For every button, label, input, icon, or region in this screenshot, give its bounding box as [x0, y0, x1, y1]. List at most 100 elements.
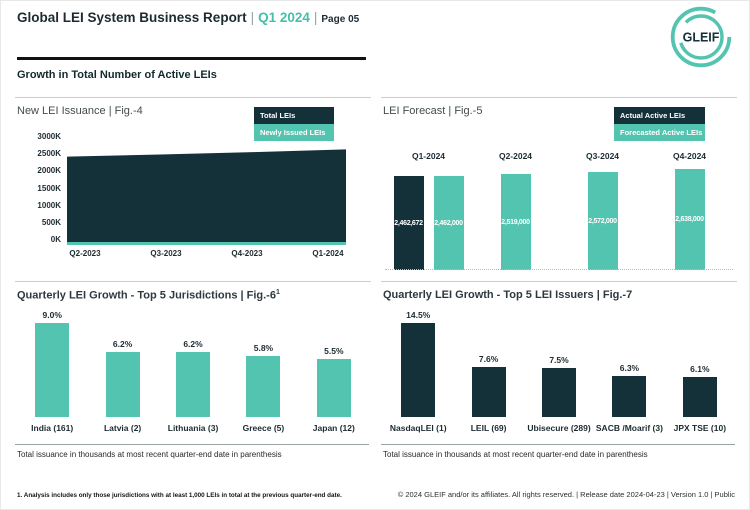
bar-group-label: Q3-2024 [585, 151, 620, 161]
bar-value-label: 9.0% [42, 310, 62, 320]
bar-value-label: 2,572,000 [588, 217, 617, 225]
separator: | [250, 10, 255, 25]
bar-cell: 7.6% LEIL (69) [453, 310, 523, 435]
bar [105, 352, 140, 417]
bar-cell: 6.2% Latvia (2) [87, 310, 157, 435]
bar-row: 2,462,672 2,462,000 [393, 169, 464, 270]
bar-value-label: 6.3% [619, 363, 640, 373]
bar-cell: 9.0% India (161) [17, 310, 87, 435]
bar-actual: 2,462,672 [393, 176, 424, 270]
bar-category-label: JPX TSE (10) [673, 423, 727, 433]
panel-title-text: Quarterly LEI Growth - Top 5 Jurisdictio… [17, 289, 276, 302]
bar-cell: 7.5% Ubisecure (289) [524, 310, 594, 435]
bar-value-label: 5.8% [253, 343, 274, 353]
bar-row: 2,519,000 [500, 169, 531, 270]
chart-legend: Actual Active LEIs Forecasted Active LEIs [614, 107, 705, 141]
bar-value-label: 2,462,672 [394, 219, 423, 227]
bar [542, 368, 577, 417]
y-axis-tick-label: 2500K [37, 149, 61, 159]
page-number: Page 05 [321, 14, 360, 25]
chart-baseline [385, 269, 733, 270]
bar-row: 2,572,000 [587, 169, 618, 270]
chart-note: Total issuance in thousands at most rece… [17, 450, 282, 459]
bar-category-label: India (161) [31, 423, 74, 434]
bar-value-label: 6.2% [183, 339, 203, 349]
bar-group: Q1-2024 2,462,672 2,462,000 [385, 151, 472, 270]
report-period: Q1 2024 [258, 10, 310, 25]
bar-category-label: Greece (5) [242, 423, 285, 433]
bar-category-label: Latvia (2) [103, 423, 142, 433]
area-chart [67, 149, 346, 245]
y-axis-tick-label: 2000K [37, 166, 61, 176]
legend-item: Newly Issued LEIs [254, 124, 334, 141]
bar [612, 376, 647, 417]
legend-item: Total LEIs [254, 107, 334, 124]
bar-group-label: Q2-2024 [498, 151, 533, 161]
bar-forecast: 2,462,000 [433, 176, 464, 270]
panel-new-lei-issuance: New LEI Issuance | Fig.-4 Total LEIs Newl… [15, 97, 371, 270]
panel-top5-lei-issuers: Quarterly LEI Growth - Top 5 LEI Issuers… [381, 281, 737, 464]
y-axis-tick-label: 0K [50, 235, 61, 244]
bar-value-label: 2,519,000 [501, 218, 530, 226]
bar-value-label: 6.1% [690, 364, 710, 374]
bar-groups: Q1-2024 2,462,672 2,462,000 Q2-2024 2,519,00… [385, 151, 733, 270]
bar-category-label: Japan (12) [312, 423, 355, 433]
panel-lei-forecast: LEI Forecast | Fig.-5 Actual Active LEIs… [381, 97, 737, 270]
bar-category-label: LEIL (69) [470, 423, 507, 433]
panel-top5-jurisdictions: Quarterly LEI Growth - Top 5 Jurisdictio… [15, 281, 371, 464]
panel-title: New LEI Issuance | Fig.-4 [17, 105, 143, 117]
bar-cell: 14.5% NasdaqLEI (1) [383, 310, 453, 435]
bar-cell: 6.2% Lithuania (3) [158, 310, 228, 435]
bar-cell: 5.8% Greece (5) [228, 310, 298, 435]
report-header: Global LEI System Business Report | Q1 202… [17, 10, 359, 25]
bar-value-label: 6.2% [112, 339, 133, 349]
bar-category-label: Lithuania (3) [167, 423, 219, 433]
bar-value-label: 2,462,000 [434, 219, 463, 227]
panel-title: Quarterly LEI Growth - Top 5 LEI Issuers… [383, 289, 633, 301]
bar [682, 377, 717, 417]
bar-category-label: SACB /Moarif (3) [595, 423, 663, 433]
x-axis-label: Q3-2023 [150, 249, 182, 258]
report-title: Global LEI System Business Report [17, 10, 247, 25]
bar-row: 2,638,000 [674, 169, 705, 270]
bar-cell: 6.3% SACB /Moarif (3) [594, 310, 664, 435]
logo-text: GLEIF [683, 31, 720, 45]
area-newly-issued-leis [67, 242, 346, 245]
footnote-marker: 1 [275, 289, 280, 296]
panel-title: Quarterly LEI Growth - Top 5 Jurisdictio… [17, 289, 280, 302]
bar-value-label: 7.6% [478, 354, 499, 364]
bar [316, 359, 351, 417]
y-axis-tick-label: 3000K [37, 132, 61, 141]
bar [176, 352, 211, 417]
section-title: Growth in Total Number of Active LEIs [17, 69, 217, 81]
chart-legend: Total LEIs Newly Issued LEIs [254, 107, 334, 141]
bar-group: Q3-2024 2,572,000 [559, 151, 646, 270]
bar-chart: 14.5% NasdaqLEI (1) 7.6% LEIL (69) 7.5% Ubise… [383, 310, 735, 435]
chart-note: Total issuance in thousands at most rece… [383, 450, 648, 459]
header-rule [17, 57, 366, 60]
separator: | [313, 10, 318, 25]
legend-item: Actual Active LEIs [614, 107, 705, 124]
footnote: 1. Analysis includes only those jurisdic… [17, 492, 342, 499]
bar [35, 323, 70, 418]
x-axis-label: Q4-2023 [231, 249, 263, 258]
gleif-logo: GLEIF [670, 6, 732, 68]
bar-forecast: 2,638,000 [674, 169, 705, 270]
bar-cell: 5.5% Japan (12) [299, 310, 369, 435]
bar-group: Q2-2024 2,519,000 [472, 151, 559, 270]
bar [471, 367, 506, 417]
bar [246, 356, 281, 417]
bar-forecast: 2,519,000 [500, 174, 531, 270]
bar-category-label: NasdaqLEI (1) [389, 423, 447, 434]
bar-forecast: 2,572,000 [587, 172, 618, 270]
bar-group: Q4-2024 2,638,000 [646, 151, 733, 270]
bar-value-label: 2,638,000 [675, 216, 704, 223]
area-total-leis [67, 149, 346, 242]
note-divider [381, 444, 735, 445]
bar-category-label: Ubisecure (289) [527, 423, 591, 433]
bar [401, 323, 436, 418]
panel-title: LEI Forecast | Fig.-5 [383, 105, 483, 117]
bar-group-label: Q1-2024 [411, 151, 446, 161]
x-axis-label: Q2-2023 [69, 249, 101, 258]
